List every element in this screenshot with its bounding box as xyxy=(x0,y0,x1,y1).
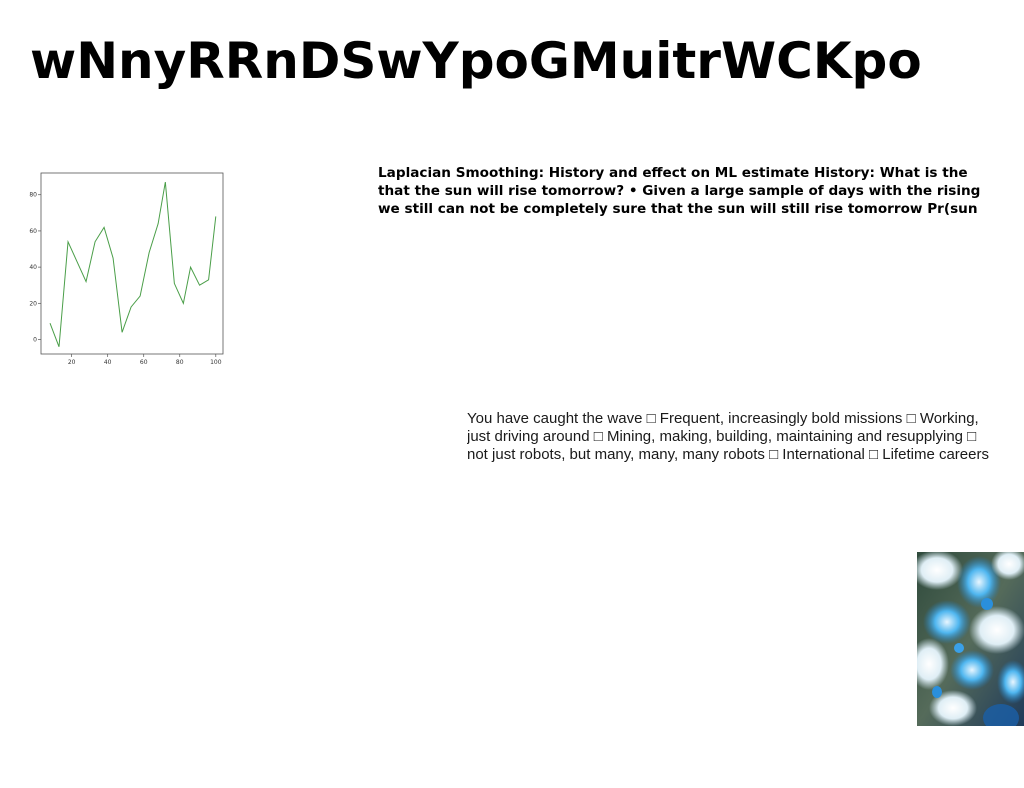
paragraph-line: Laplacian Smoothing: History and effect … xyxy=(378,165,968,181)
x-tick-label: 60 xyxy=(140,359,148,366)
y-tick-label: 0 xyxy=(33,337,37,344)
robots-paragraph: You have caught the wave □ Frequent, inc… xyxy=(467,410,1024,464)
y-tick-label: 80 xyxy=(29,192,37,199)
x-tick-label: 40 xyxy=(104,359,112,366)
line-chart: 20 40 60 80 100 0 20 40 60 80 xyxy=(29,172,224,366)
paragraph-line: that the sun will rise tomorrow? • Given… xyxy=(378,183,981,199)
x-tick-label: 100 xyxy=(210,359,222,366)
y-tick-label: 40 xyxy=(29,264,37,271)
paragraph-line: not just robots, but many, many, many ro… xyxy=(467,446,989,463)
plot-frame xyxy=(40,172,224,355)
abstract-blue-flower-image xyxy=(917,552,1024,726)
slide-title: wNnyRRnDSwYpoGMuitrWCKpo xyxy=(30,32,922,90)
x-tick-label: 20 xyxy=(68,359,76,366)
y-tick-label: 20 xyxy=(29,300,37,307)
paragraph-line: we still can not be completely sure that… xyxy=(378,201,978,217)
y-tick-label: 60 xyxy=(29,228,37,235)
laplacian-paragraph: Laplacian Smoothing: History and effect … xyxy=(378,164,1018,218)
x-tick-label: 80 xyxy=(176,359,184,366)
paragraph-line: You have caught the wave □ Frequent, inc… xyxy=(467,410,979,427)
paragraph-line: just driving around □ Mining, making, bu… xyxy=(467,428,977,445)
series-line xyxy=(49,181,217,347)
